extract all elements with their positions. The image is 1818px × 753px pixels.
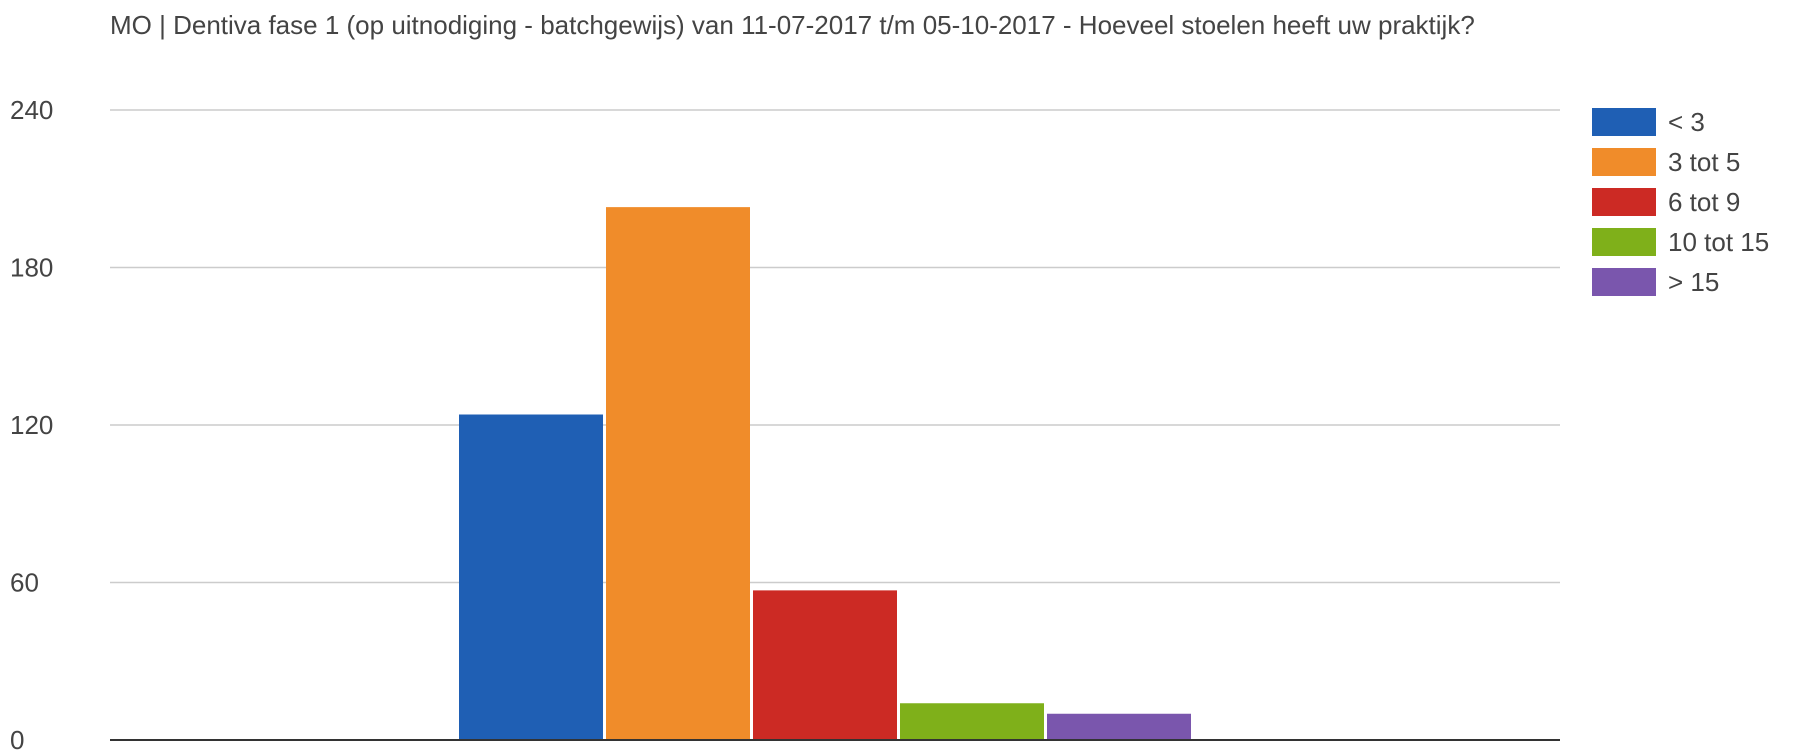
legend: < 3 3 tot 5 6 tot 9 10 tot 15 > 15 (1592, 107, 1769, 297)
bar-3 (459, 414, 603, 740)
legend-label: 6 tot 9 (1668, 187, 1740, 217)
legend-label: 10 tot 15 (1668, 227, 1769, 257)
y-tick-label: 0 (10, 725, 24, 753)
bar-3-tot-5 (606, 207, 750, 740)
y-tick-label: 120 (10, 410, 53, 440)
gridlines (110, 109, 1560, 584)
bar-10-tot-15 (900, 703, 1044, 740)
chart-title: MO | Dentiva fase 1 (op uitnodiging - ba… (110, 10, 1475, 40)
legend-label: > 15 (1668, 267, 1719, 297)
bar-15 (1047, 713, 1191, 740)
y-tick-label: 60 (10, 568, 39, 598)
bar-6-tot-9 (753, 590, 897, 740)
bars (459, 207, 1191, 740)
legend-swatch (1592, 148, 1656, 176)
legend-swatch (1592, 188, 1656, 216)
legend-swatch (1592, 228, 1656, 256)
y-tick-label: 240 (10, 95, 53, 125)
legend-label: < 3 (1668, 107, 1705, 137)
y-axis-ticks: 0 60 120 180 240 (10, 95, 53, 753)
legend-swatch (1592, 108, 1656, 136)
y-tick-label: 180 (10, 253, 53, 283)
legend-swatch (1592, 268, 1656, 296)
legend-label: 3 tot 5 (1668, 147, 1740, 177)
